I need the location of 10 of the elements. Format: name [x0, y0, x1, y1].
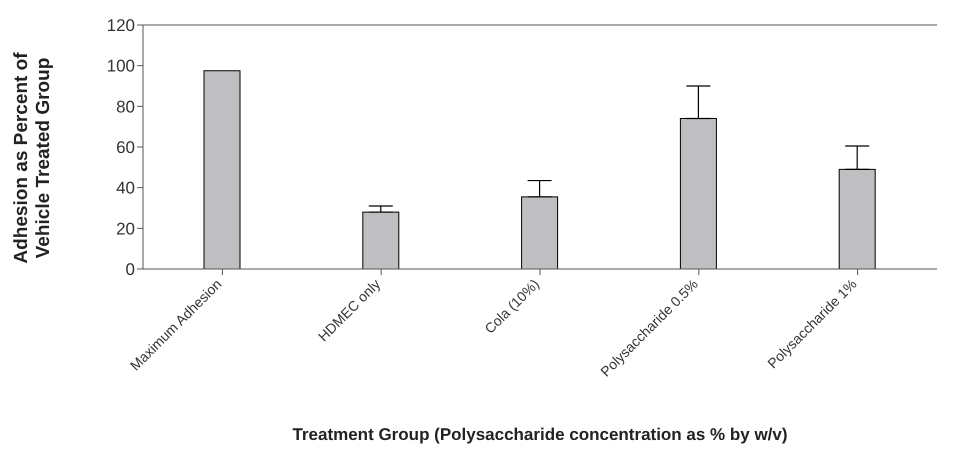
y-tick-label: 120 — [106, 16, 135, 36]
y-tick-label: 0 — [126, 260, 135, 280]
y-axis-title: Adhesion as Percent of Vehicle Treated Group — [11, 52, 54, 264]
y-tick-label: 100 — [106, 56, 135, 76]
bar — [204, 70, 240, 269]
y-tick-label: 40 — [116, 178, 135, 198]
x-axis-title: Treatment Group (Polysaccharide concentration as % by w/v) — [291, 425, 789, 445]
y-tick-label: 20 — [116, 219, 135, 238]
y-tick-label: 80 — [116, 97, 135, 116]
y-tick-label: 60 — [116, 138, 135, 158]
